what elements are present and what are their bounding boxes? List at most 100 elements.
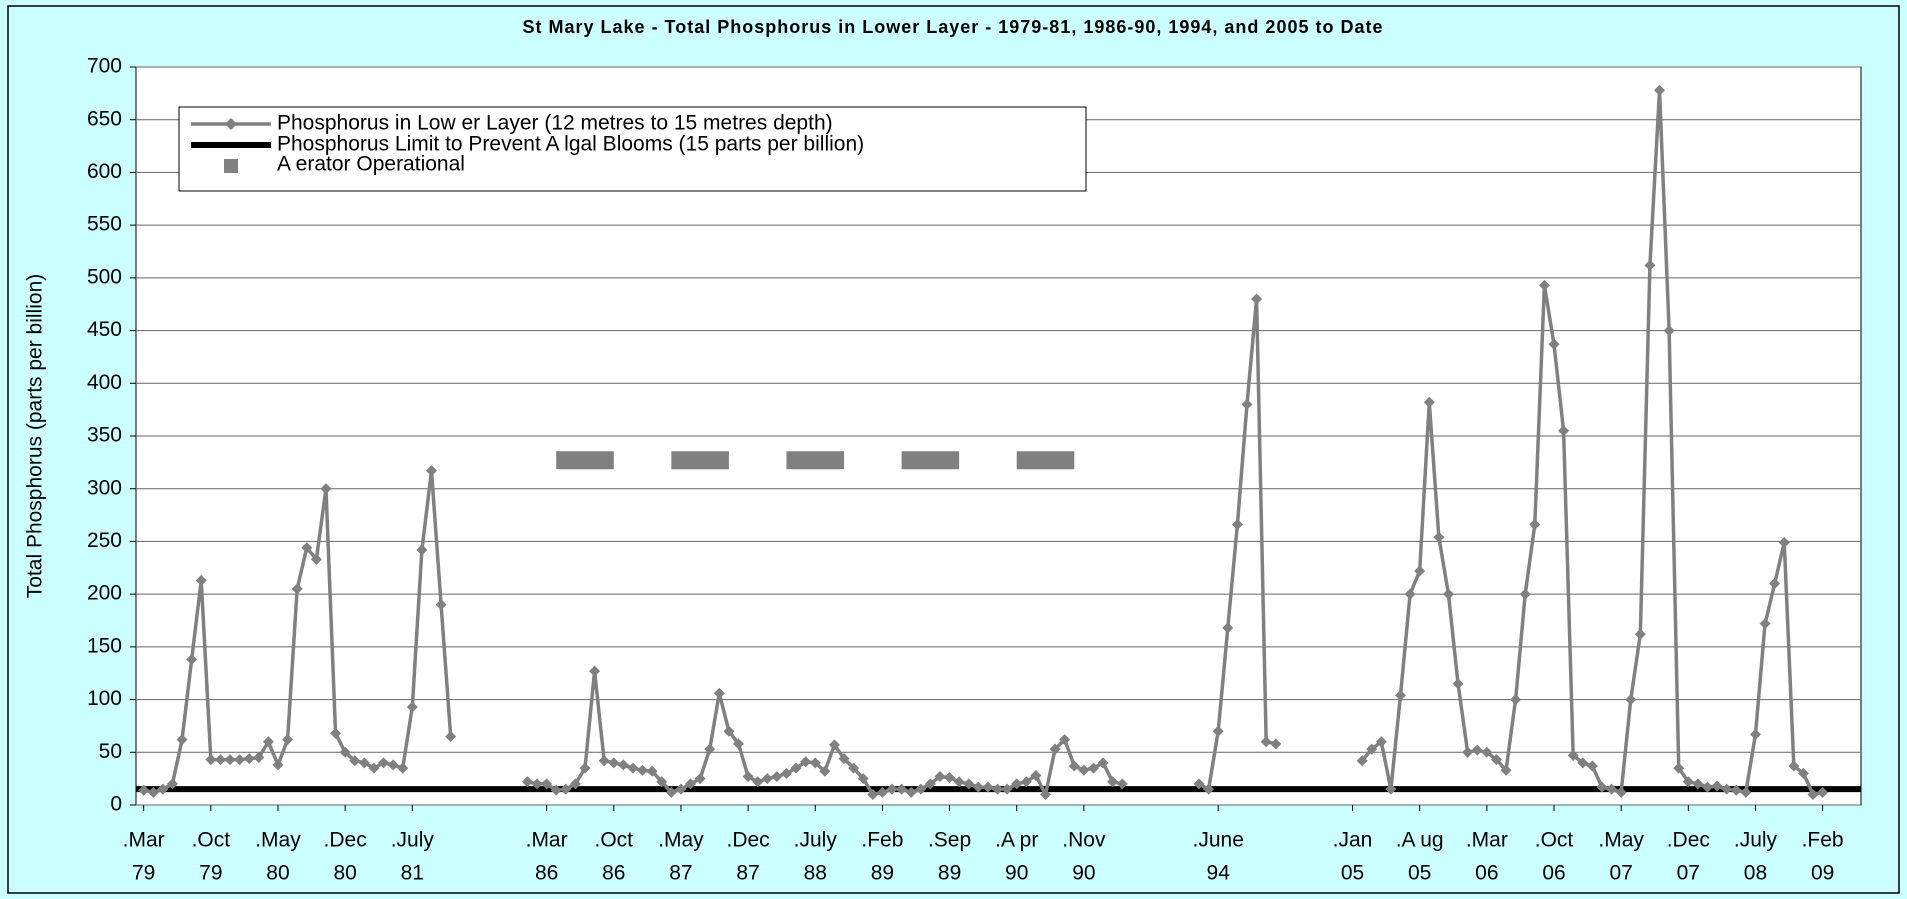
data-point <box>1078 764 1090 776</box>
data-point <box>857 773 869 785</box>
data-point <box>838 753 850 765</box>
data-point <box>761 773 773 785</box>
data-point <box>1020 776 1032 788</box>
x-tick-label: 06 <box>1542 862 1565 885</box>
aerator-bar <box>671 451 729 470</box>
x-tick-label: 80 <box>333 862 356 885</box>
data-point <box>1701 781 1713 793</box>
data-point <box>1414 565 1426 577</box>
data-point <box>598 755 610 767</box>
data-point <box>848 762 860 774</box>
x-tick-label: 07 <box>1677 862 1700 885</box>
x-tick-label: .Oct <box>1535 829 1574 852</box>
data-point <box>800 756 812 768</box>
data-point <box>569 778 581 790</box>
data-point <box>1087 762 1099 774</box>
y-tick-label: 350 <box>87 424 122 447</box>
data-point <box>1481 746 1493 758</box>
data-point <box>301 542 313 554</box>
data-point <box>1615 786 1627 798</box>
y-axis-label: Total Phosphorus (parts per billion) <box>24 274 47 599</box>
data-point <box>541 778 553 790</box>
data-point <box>1567 749 1579 761</box>
x-tick-label: 87 <box>736 862 759 885</box>
data-point <box>1596 781 1608 793</box>
y-tick-label: 700 <box>87 55 122 78</box>
data-point <box>780 767 792 779</box>
x-tick-label: 86 <box>602 862 625 885</box>
legend-label: Phosphorus in Low er Layer (12 metres to… <box>277 112 833 135</box>
data-point <box>992 783 1004 795</box>
x-tick-label: .Nov <box>1062 829 1106 852</box>
x-tick-label: .Oct <box>192 829 231 852</box>
data-point <box>1462 746 1474 758</box>
x-tick-label: 81 <box>401 862 424 885</box>
data-point <box>1260 736 1272 748</box>
aerator-bar <box>786 451 845 470</box>
data-point <box>330 727 342 739</box>
data-point <box>589 665 601 677</box>
y-tick-label: 400 <box>87 371 122 394</box>
data-point <box>521 776 533 788</box>
data-point <box>1107 776 1119 788</box>
data-point <box>378 757 390 769</box>
data-point <box>1634 628 1646 640</box>
data-point <box>944 772 956 784</box>
data-point <box>1231 519 1243 531</box>
data-point <box>1663 325 1675 337</box>
data-point <box>1241 398 1253 410</box>
y-tick-label: 650 <box>87 107 122 130</box>
data-point <box>1394 689 1406 701</box>
data-point <box>1625 694 1637 706</box>
x-tick-label: 07 <box>1609 862 1632 885</box>
data-point <box>1040 788 1052 800</box>
x-tick-label: .Feb <box>861 829 903 852</box>
data-point <box>1049 743 1061 755</box>
data-point <box>1385 783 1397 795</box>
data-point <box>1404 588 1416 600</box>
data-point <box>876 786 888 798</box>
data-point <box>828 739 840 751</box>
data-point <box>435 599 447 611</box>
data-point <box>742 771 754 783</box>
data-point <box>1721 783 1733 795</box>
y-tick-label: 550 <box>87 213 122 236</box>
data-point <box>1759 618 1771 630</box>
data-point <box>1001 783 1013 795</box>
data-point <box>1356 755 1368 767</box>
data-point <box>685 778 697 790</box>
data-point <box>282 734 294 746</box>
x-tick-label: .A ug <box>1396 829 1444 852</box>
data-point <box>896 783 908 795</box>
data-point <box>694 773 706 785</box>
data-point <box>445 730 457 742</box>
x-tick-label: .Dec <box>1667 829 1710 852</box>
data-point <box>1740 786 1752 798</box>
data-point <box>205 754 217 766</box>
data-point <box>1251 293 1263 305</box>
data-point <box>675 783 687 795</box>
x-tick-label: .Mar <box>526 829 568 852</box>
data-point <box>1788 760 1800 772</box>
data-point <box>1807 788 1819 800</box>
data-point <box>627 762 639 774</box>
x-tick-label: .Mar <box>123 829 165 852</box>
data-point <box>1682 776 1694 788</box>
data-point <box>1442 588 1454 600</box>
data-point <box>1433 531 1445 543</box>
legend-marker <box>225 118 237 130</box>
data-point <box>1193 778 1205 790</box>
data-point <box>138 784 150 796</box>
data-point <box>704 743 716 755</box>
x-tick-label: 90 <box>1072 862 1095 885</box>
data-point <box>665 786 677 798</box>
chart-title: St Mary Lake - Total Phosphorus in Lower… <box>523 17 1384 37</box>
data-point <box>867 788 879 800</box>
x-tick-label: 08 <box>1744 862 1767 885</box>
data-point <box>1030 769 1042 781</box>
data-point <box>147 786 159 798</box>
x-tick-label: 06 <box>1475 862 1498 885</box>
data-point <box>214 754 226 766</box>
data-point <box>809 757 821 769</box>
